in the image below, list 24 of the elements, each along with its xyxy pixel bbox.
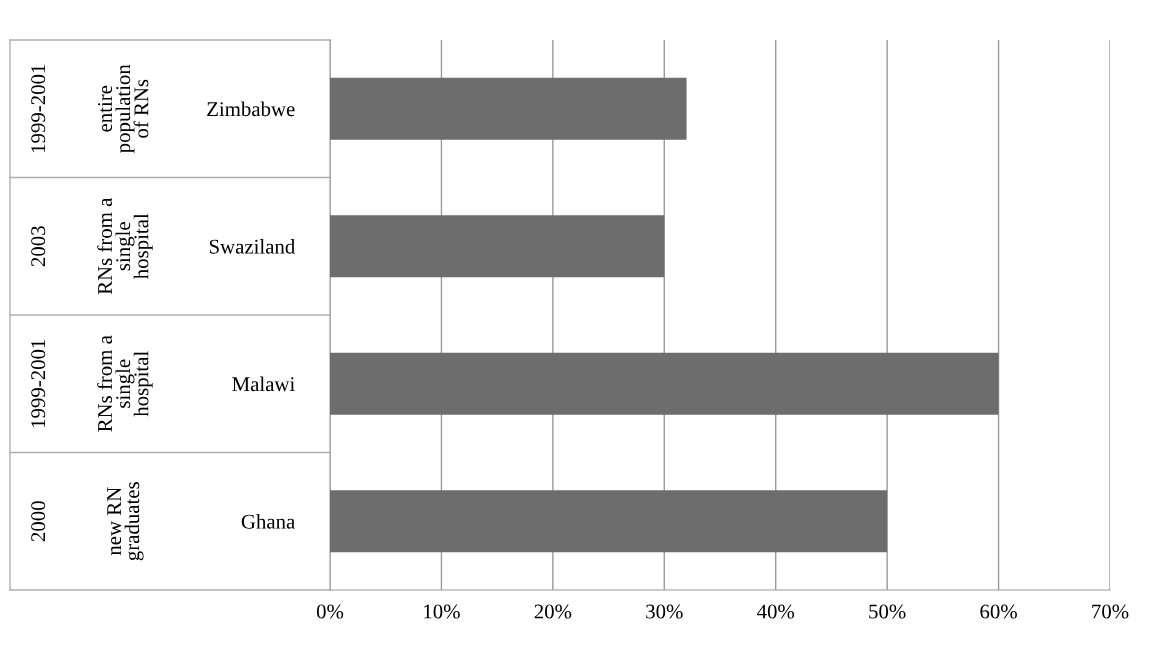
x-tick-label: 70% xyxy=(1092,604,1129,619)
x-tick-label: 40% xyxy=(757,604,795,619)
text: 2003 xyxy=(31,226,46,267)
x-tick-label: 20% xyxy=(534,604,572,619)
text: RNs from a single hospital xyxy=(97,197,153,295)
text: new RN graduates xyxy=(107,482,144,561)
bar xyxy=(330,215,665,278)
x-tick-label: 0% xyxy=(316,604,344,619)
text: 1999-2001 xyxy=(31,339,46,428)
y-tick-label: Zimbabwe xyxy=(207,101,295,117)
bar xyxy=(330,490,888,553)
bar xyxy=(330,77,687,140)
y-tick-label: Swaziland xyxy=(209,239,296,254)
text: 1999-2001 xyxy=(31,64,46,153)
x-tick-label: 10% xyxy=(424,604,460,619)
bar xyxy=(330,352,999,415)
text: RNs from a single hospital xyxy=(97,335,153,432)
text: 2000 xyxy=(31,501,46,542)
x-tick-label: 60% xyxy=(980,604,1017,619)
text: entire population of RNs xyxy=(98,64,149,153)
x-tick-label: 30% xyxy=(646,604,683,619)
y-tick-label: Malawi xyxy=(232,376,295,392)
y-tick-label: Ghana xyxy=(241,514,295,529)
x-tick-label: 50% xyxy=(869,604,906,619)
